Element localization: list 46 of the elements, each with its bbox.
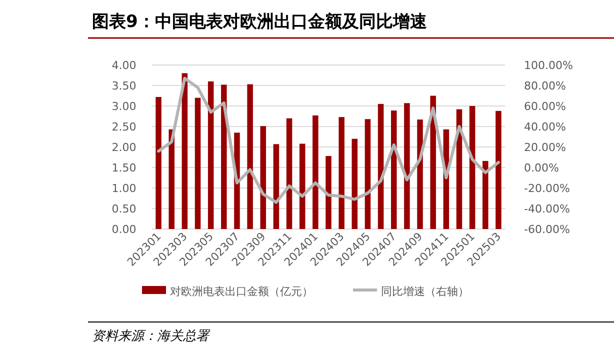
y-tick-label: 0.50: [112, 202, 136, 216]
bar: [286, 118, 292, 229]
bar: [168, 129, 174, 229]
legend-label: 同比增速（右轴）: [381, 285, 469, 298]
y-tick-label: 1.00: [112, 182, 136, 195]
bar: [338, 117, 344, 229]
bar: [417, 120, 423, 229]
y2-tick-label: 40.00%: [524, 120, 566, 134]
bar: [312, 115, 318, 229]
bar: [221, 84, 227, 229]
bar: [364, 119, 371, 229]
bar: [404, 103, 410, 229]
bar: [208, 81, 214, 229]
y-tick-label: 4.00: [112, 59, 136, 72]
bar: [156, 96, 162, 229]
y2-tick-label: -20.00%: [524, 182, 570, 195]
y-tick-label: 1.50: [112, 162, 136, 174]
bar: [496, 110, 502, 229]
bar: [299, 144, 306, 229]
y-tick-label: 2.00: [112, 141, 136, 154]
title: 图表9：中国电表对欧洲出口金额及同比增速: [92, 12, 427, 32]
bar: [482, 160, 488, 229]
legend-label: 对欧洲电表出口金额（亿元）: [170, 285, 313, 298]
y2-tick-label: 20.00%: [524, 141, 566, 154]
y-tick-label: 0.00: [112, 223, 136, 236]
y2-tick-label: 0.00%: [524, 162, 559, 174]
y2-tick-label: 60.00%: [524, 100, 566, 113]
bar: [352, 138, 358, 229]
bar: [182, 73, 188, 229]
y2-tick-label: 100.00%: [524, 59, 573, 72]
bar: [378, 104, 384, 229]
bar: [430, 96, 436, 229]
bar: [273, 144, 280, 229]
y-tick-label: 3.00: [112, 100, 136, 113]
y2-tick-label: -60.00%: [524, 223, 570, 236]
bar: [247, 84, 253, 229]
bar: [260, 126, 266, 229]
text: 资料来源：海关总署: [92, 329, 211, 344]
bar: [469, 106, 476, 229]
y2-tick-label: -40.00%: [524, 202, 570, 216]
y2-tick-label: 80.00%: [524, 80, 566, 92]
bar: [326, 156, 332, 229]
bar: [194, 98, 201, 229]
y-tick-label: 2.50: [112, 120, 136, 134]
y-tick-label: 3.50: [112, 80, 136, 92]
line-series: [157, 76, 500, 204]
